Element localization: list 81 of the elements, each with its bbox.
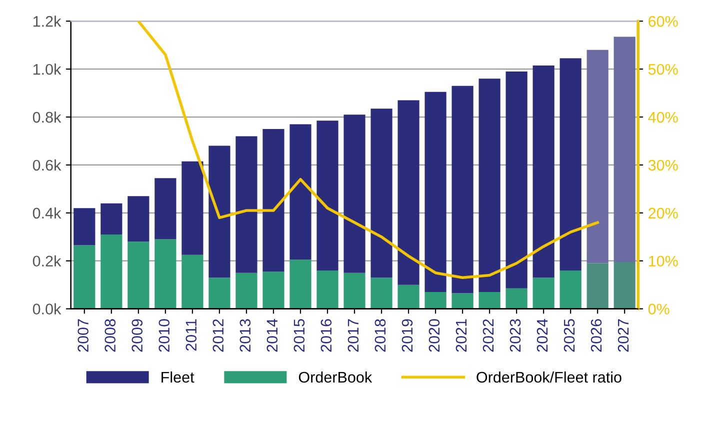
y-tick-label: 0.6k — [32, 159, 62, 171]
bar — [154, 239, 176, 309]
x-tick-label: 2022 — [482, 319, 494, 352]
x-tick-label: 2013 — [240, 319, 251, 352]
bar — [452, 293, 474, 309]
x-tick-label: 2008 — [104, 319, 116, 352]
x-tick-label: 2018 — [374, 319, 386, 352]
y-tick-label: 0.2k — [32, 255, 62, 267]
bar — [614, 262, 636, 309]
x-tick-label: 2007 — [78, 319, 89, 352]
x-tick-label: 2012 — [212, 319, 224, 352]
y2-tick-label: 20% — [648, 208, 678, 219]
bar — [398, 284, 420, 309]
y2-tick-label: 0% — [648, 304, 670, 314]
x-tick-label: 2023 — [510, 319, 521, 352]
x-tick-label: 2010 — [158, 319, 170, 352]
bar — [506, 288, 528, 309]
bar — [560, 270, 582, 309]
x-tick-label: 2026 — [590, 319, 602, 352]
bar — [290, 124, 312, 260]
bar — [316, 120, 338, 270]
bar — [182, 161, 204, 255]
x-tick-label: 2014 — [266, 318, 278, 352]
bar — [128, 242, 150, 309]
y-tick-label: 1.2k — [33, 16, 62, 27]
bar — [532, 278, 554, 309]
y2-tick-label: 50% — [648, 64, 678, 75]
bar — [316, 270, 338, 309]
x-tick-label: 2025 — [564, 319, 575, 352]
y-tick-label: 0.8k — [32, 111, 62, 123]
y-tick-label: 0.0k — [32, 303, 62, 314]
y2-tick-label: 10% — [648, 256, 678, 267]
y-tick-label: 1.0k — [33, 64, 62, 75]
bar — [614, 36, 636, 262]
bar — [532, 65, 554, 278]
bar — [208, 146, 230, 278]
bar — [208, 278, 230, 309]
bar — [262, 129, 284, 272]
y2-tick-label: 30% — [648, 160, 678, 171]
bar — [344, 272, 366, 309]
x-tick-label: 2009 — [132, 319, 143, 352]
x-tick-label: 2027 — [618, 319, 629, 352]
x-tick-label: 2016 — [320, 319, 332, 352]
bar — [586, 50, 608, 264]
bar — [182, 254, 204, 309]
bar — [424, 292, 446, 309]
x-tick-label: 2019 — [402, 319, 413, 352]
legend-label: OrderBook/Fleet ratio — [476, 371, 622, 383]
bar — [452, 86, 474, 294]
bar — [370, 278, 392, 309]
bar — [128, 196, 150, 242]
bar — [398, 100, 420, 285]
bar — [478, 292, 500, 309]
y2-tick-label: 40% — [648, 112, 678, 123]
bar — [370, 108, 392, 278]
bar — [560, 58, 582, 270]
bar — [236, 272, 258, 309]
bar — [478, 78, 500, 292]
bar — [74, 208, 96, 246]
bar — [290, 260, 312, 309]
x-tick-label: 2011 — [186, 319, 197, 351]
x-tick-label: 2021 — [456, 319, 467, 352]
bar — [236, 136, 258, 273]
x-tick-label: 2020 — [428, 319, 440, 352]
x-tick-label: 2024 — [536, 318, 548, 352]
x-tick-label: 2017 — [348, 319, 359, 352]
bar — [506, 71, 528, 288]
bar — [262, 272, 284, 309]
bar — [100, 234, 122, 309]
bar — [100, 203, 122, 234]
bar — [424, 92, 446, 292]
x-tick-label: 2015 — [294, 319, 305, 352]
bar — [586, 263, 608, 309]
line-series — [137, 21, 599, 280]
legend-label: OrderBook — [298, 371, 372, 383]
bar — [154, 178, 176, 240]
y-tick-label: 0.4k — [32, 207, 62, 219]
bar — [74, 245, 96, 309]
bar — [344, 114, 366, 273]
y2-tick-label: 60% — [648, 16, 678, 27]
legend-label: Fleet — [162, 371, 194, 383]
